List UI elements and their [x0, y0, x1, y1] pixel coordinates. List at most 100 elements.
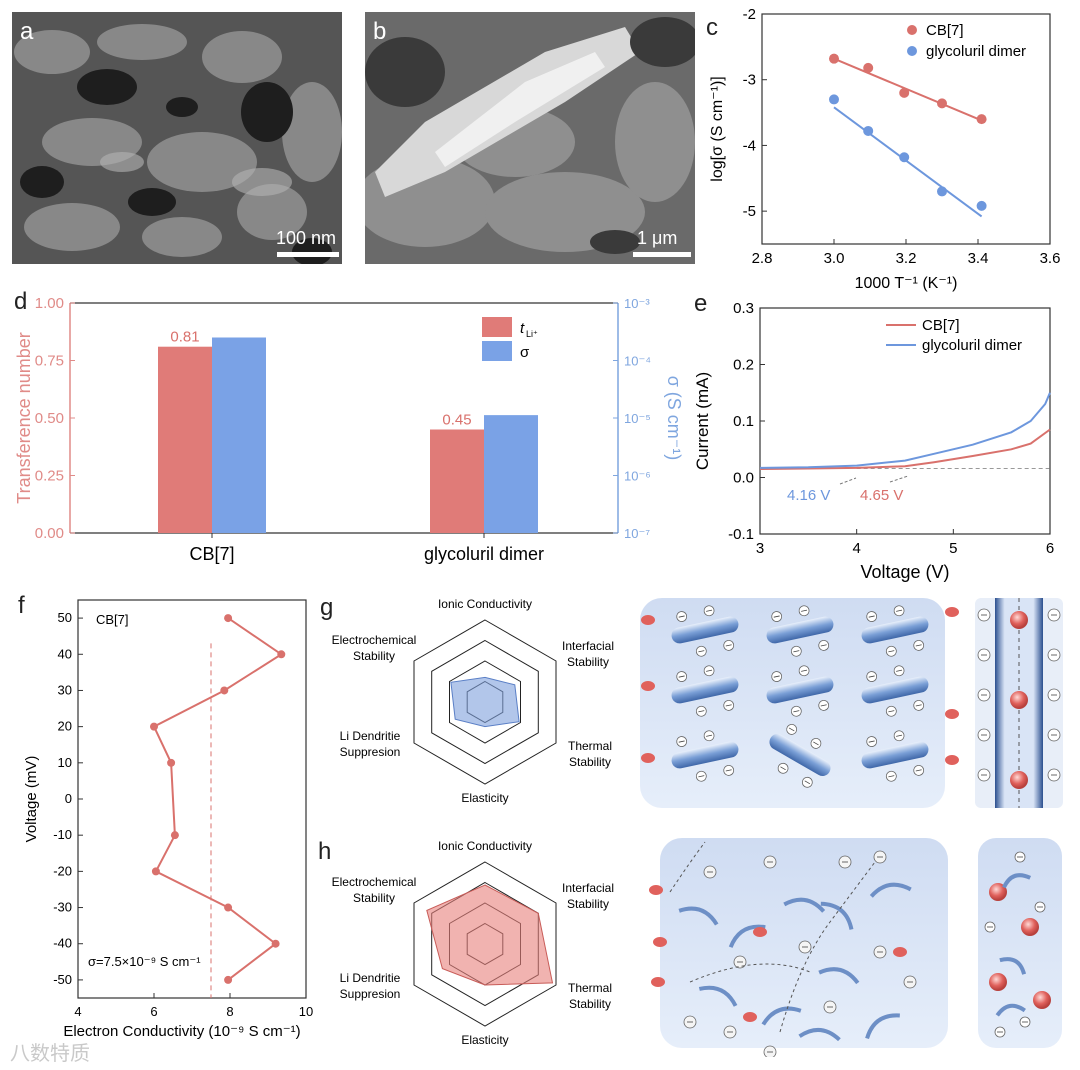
anion-minus [868, 675, 875, 678]
scale-bar-b [633, 252, 691, 257]
radar-axis-label: Ionic Conductivity [438, 839, 532, 853]
annotation-arrow [889, 475, 909, 483]
li-ion [743, 1012, 757, 1022]
arc-shape [869, 882, 912, 898]
nanotube [861, 605, 929, 657]
anion-minus [915, 704, 922, 707]
arc-shape [818, 967, 860, 985]
x-tick-label: 6 [150, 1004, 157, 1019]
legend-swatch-sigma [482, 341, 512, 361]
tube-body [766, 676, 834, 704]
ion-path [779, 861, 876, 1033]
radar-axis-label: Suppresion [340, 745, 401, 759]
sigma-annotation: σ=7.5×10⁻⁹ S cm⁻¹ [88, 954, 201, 969]
x-tick-label: 4 [852, 540, 860, 557]
molecule-arc [995, 1003, 1026, 1017]
y-tick-label: 0 [65, 791, 72, 806]
data-point [220, 686, 229, 695]
tube-body [766, 616, 834, 644]
panel-label-c: c [706, 14, 718, 41]
x-tick-label: 5 [949, 540, 957, 557]
ion-path [669, 841, 706, 893]
nanotube [671, 605, 739, 657]
series-line [152, 617, 284, 981]
radar-axis-label: Stability [569, 997, 611, 1011]
panel-label-h: h [318, 838, 332, 865]
sem-texture-b [365, 12, 695, 264]
y-tick-label: -30 [53, 900, 72, 915]
y-tick-label: 0.0 [733, 470, 754, 487]
bar-transference [158, 346, 212, 533]
anion-minus [868, 740, 875, 743]
x-tick-label: 6 [1046, 540, 1054, 557]
anion-minus [678, 615, 685, 618]
anion-minus [773, 615, 780, 618]
legend-label: CB[7] [926, 22, 964, 39]
scale-bar-a [277, 252, 339, 257]
annotation-blue: 4.16 V [787, 487, 830, 504]
tube-body [671, 616, 739, 644]
li-ion [1010, 691, 1028, 709]
anion-minus [725, 644, 732, 647]
radar-axis-label: Elasticity [461, 791, 508, 805]
molecule-arc [798, 1028, 841, 1042]
anion-minus [915, 644, 922, 647]
anion-minus [868, 615, 875, 618]
tube-body [769, 734, 831, 776]
legend-label: glycoluril dimer [922, 337, 1022, 354]
radar-axis-label: Stability [567, 897, 609, 911]
panel-label-f: f [18, 592, 25, 619]
arc-shape [728, 924, 766, 948]
y-axis-label: Current (mA) [693, 372, 712, 470]
watermark: 八数特质 [10, 1043, 90, 1065]
data-point [829, 94, 839, 105]
molecule-arc [869, 882, 912, 898]
y2-tick-label: 10⁻⁴ [624, 354, 651, 369]
chart-d: 0.00 0.25 0.50 0.75 1.00 10⁻⁷ 10⁻⁶ 10⁻⁵ 10⁻⁴ 10⁻³… [14, 295, 684, 564]
molecule-arc [999, 957, 1027, 975]
li-ion [653, 937, 667, 947]
molecule-arc [818, 967, 860, 985]
anion-minus [678, 740, 685, 743]
x-axis-label: 1000 T⁻¹ (K⁻¹) [855, 275, 958, 292]
anion-minus [706, 669, 713, 672]
anion-minus [820, 704, 827, 707]
fit-line [833, 106, 983, 218]
li-ion [945, 709, 959, 719]
radar-axis-label: Elasticity [461, 1033, 508, 1047]
radar-area [426, 884, 554, 986]
data-point [150, 722, 158, 731]
arc-shape [798, 1028, 841, 1042]
li-ion [945, 755, 959, 765]
data-point [167, 758, 176, 767]
anion-minus [896, 734, 903, 737]
y-tick-label: 0.25 [35, 468, 64, 485]
anion-minus [820, 644, 827, 647]
li-ion [1010, 771, 1028, 789]
anion-minus [804, 780, 811, 785]
anion-minus [801, 609, 808, 612]
data-point [863, 62, 874, 73]
data-point [937, 98, 947, 109]
y-tick-label: 0.1 [733, 413, 754, 430]
li-ion [1021, 918, 1039, 936]
radar-axis-label: Stability [567, 655, 609, 669]
tube-body [861, 616, 929, 644]
anion-minus [698, 710, 705, 713]
arc-shape [1002, 873, 1032, 889]
radar-h: Ionic Conductivity Interfacial Stability Th… [332, 839, 614, 1047]
y-tick-label: 1.00 [35, 295, 64, 312]
legend-label: glycoluril dimer [926, 43, 1026, 60]
data-point [224, 903, 233, 912]
tube-body [671, 741, 739, 769]
y-tick-label: 10 [58, 755, 72, 770]
x-axis-label: Voltage (V) [860, 562, 949, 582]
panel-label-e: e [694, 290, 708, 317]
y-tick-label: -2 [743, 6, 756, 23]
y-tick-label: -5 [743, 203, 756, 220]
annotation-arrow [839, 477, 857, 485]
x-tick-label: 3.2 [896, 250, 917, 267]
y-tick-label: 20 [58, 719, 72, 734]
radar-axis-label: Stability [353, 649, 395, 663]
arc-shape [865, 1013, 900, 1040]
